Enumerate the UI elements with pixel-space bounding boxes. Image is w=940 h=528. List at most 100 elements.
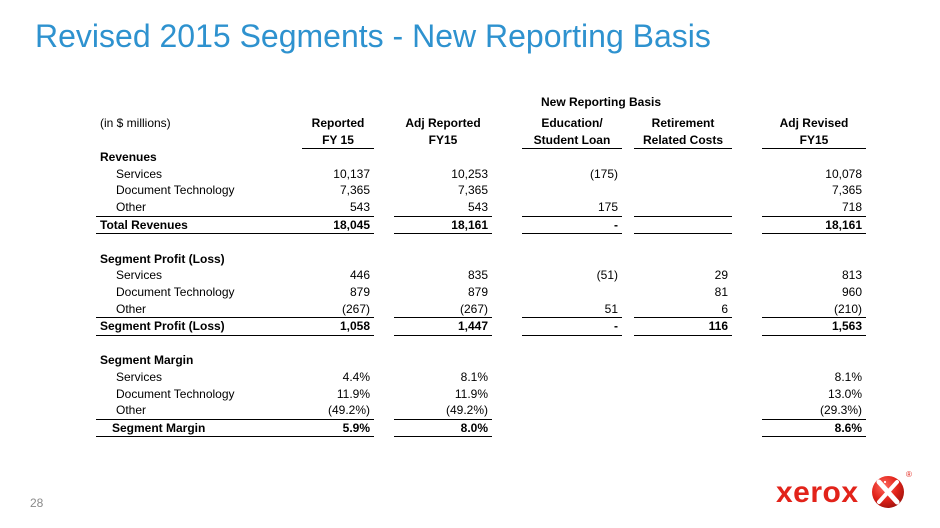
cell-value: [394, 251, 492, 268]
cell-value: -: [522, 317, 622, 336]
cell-value: [522, 402, 622, 419]
row-label: Document Technology: [116, 386, 235, 401]
section-heading-row: Segment Margin: [96, 352, 866, 369]
cell-value: [634, 251, 732, 268]
cell-value: 1,447: [394, 317, 492, 336]
row-label: Other: [96, 198, 302, 217]
table-row: Document Technology 7,365 7,365 7,365: [96, 182, 866, 199]
cell-value: 4.4%: [342, 369, 370, 384]
table-row: Services 446 835 (51) 29 813: [96, 267, 866, 284]
cell-value: 13.0%: [827, 386, 862, 401]
cell-value: [302, 149, 374, 166]
cell-value: 81: [714, 284, 728, 299]
cell-value: (267): [302, 300, 374, 319]
cell-value: (49.2%): [302, 402, 374, 420]
registered-mark: ®: [906, 470, 912, 479]
row-label: Document Technology: [116, 284, 235, 299]
cell-value: 6: [634, 300, 732, 319]
cell-value: (210): [762, 300, 866, 319]
cell-value: 7,365: [339, 183, 370, 198]
cell-value: 835: [467, 268, 488, 283]
xerox-wordmark: xerox: [776, 476, 859, 509]
cell-value: 1,058: [302, 317, 374, 336]
header-row-2: FY 15 FY15 Student Loan Related Costs FY…: [96, 131, 866, 150]
cell-value: 10,137: [333, 166, 370, 181]
cell-value: 116: [634, 317, 732, 336]
cell-value: 175: [522, 198, 622, 217]
slide-title: Revised 2015 Segments - New Reporting Ba…: [35, 18, 711, 54]
cell-value: 18,045: [302, 216, 374, 235]
spacer-row: [96, 234, 866, 251]
cell-value: [302, 352, 374, 369]
cell-value: [522, 182, 622, 199]
cell-value: 51: [522, 300, 622, 319]
col-subheader-adj-revised: FY15: [762, 131, 866, 150]
total-label: Segment Profit (Loss): [96, 317, 302, 336]
cell-value: [762, 149, 866, 166]
table-row: Document Technology 11.9% 11.9% 13.0%: [96, 386, 866, 403]
cell-value: [634, 402, 732, 419]
cell-value: [634, 352, 732, 369]
col-subheader-retirement: Related Costs: [634, 131, 732, 150]
cell-value: 446: [349, 268, 370, 283]
cell-value: 29: [714, 268, 728, 283]
cell-value: 7,365: [457, 183, 488, 198]
table-row: Services 4.4% 8.1% 8.1%: [96, 369, 866, 386]
col-subheader-reported: FY 15: [302, 131, 374, 150]
section-heading-row: Revenues: [96, 149, 866, 166]
segments-table-body: (in $ millions) Reported Adj Reported Ed…: [96, 115, 866, 438]
cell-value: 10,253: [451, 166, 488, 181]
table-row: Other (49.2%) (49.2%) (29.3%): [96, 402, 866, 420]
cell-value: 960: [841, 284, 862, 299]
total-label: Segment Margin: [96, 419, 302, 438]
section-heading: Revenues: [100, 149, 157, 164]
cell-value: 8.6%: [762, 419, 866, 438]
cell-value: 543: [394, 198, 492, 217]
section-heading: Segment Profit (Loss): [100, 251, 225, 266]
row-label: Services: [116, 268, 163, 283]
spacer-row: [96, 335, 866, 352]
cell-value: 718: [762, 198, 866, 217]
cell-value: 10,078: [825, 166, 862, 181]
cell-value: 8.1%: [460, 369, 488, 384]
cell-value: 11.9%: [454, 386, 488, 401]
cell-value: 879: [349, 284, 370, 299]
cell-value: 8.0%: [394, 419, 492, 438]
row-label: Document Technology: [116, 183, 235, 198]
segments-table: (in $ millions) Reported Adj Reported Ed…: [96, 115, 866, 438]
cell-value: [634, 182, 732, 199]
cell-value: 8.1%: [834, 369, 862, 384]
cell-value: 879: [467, 284, 488, 299]
col-header-retirement: Retirement: [651, 116, 715, 130]
table-row: Document Technology 879 879 81 960: [96, 284, 866, 301]
cell-value: 18,161: [762, 216, 866, 235]
row-label: Services: [116, 369, 163, 384]
xerox-logo: xerox ®: [776, 470, 926, 514]
cell-value: 1,563: [762, 317, 866, 336]
cell-value: [634, 386, 732, 403]
col-header-adj-reported: Adj Reported: [405, 116, 481, 130]
cell-value: [634, 198, 732, 217]
cell-value: (267): [394, 300, 492, 319]
cell-value: 11.9%: [336, 386, 370, 401]
total-row: Segment Margin 5.9% 8.0% 8.6%: [96, 419, 866, 438]
cell-value: [634, 149, 732, 166]
total-label: Total Revenues: [96, 216, 302, 235]
cell-value: (29.3%): [762, 402, 866, 420]
cell-value: [522, 284, 622, 301]
cell-value: (175): [589, 166, 618, 181]
cell-value: [302, 251, 374, 268]
cell-value: [394, 149, 492, 166]
cell-value: [762, 352, 866, 369]
section-heading-row: Segment Profit (Loss): [96, 251, 866, 268]
cell-value: [522, 419, 622, 437]
table-row: Services 10,137 10,253 (175) 10,078: [96, 166, 866, 183]
cell-value: 5.9%: [302, 419, 374, 438]
page-number: 28: [30, 496, 44, 510]
cell-value: [522, 369, 622, 386]
col-subheader-education: Student Loan: [522, 131, 622, 150]
cell-value: 543: [302, 198, 374, 217]
cell-value: 18,161: [394, 216, 492, 235]
cell-value: [634, 419, 732, 437]
total-row: Total Revenues 18,045 18,161 - 18,161: [96, 216, 866, 235]
